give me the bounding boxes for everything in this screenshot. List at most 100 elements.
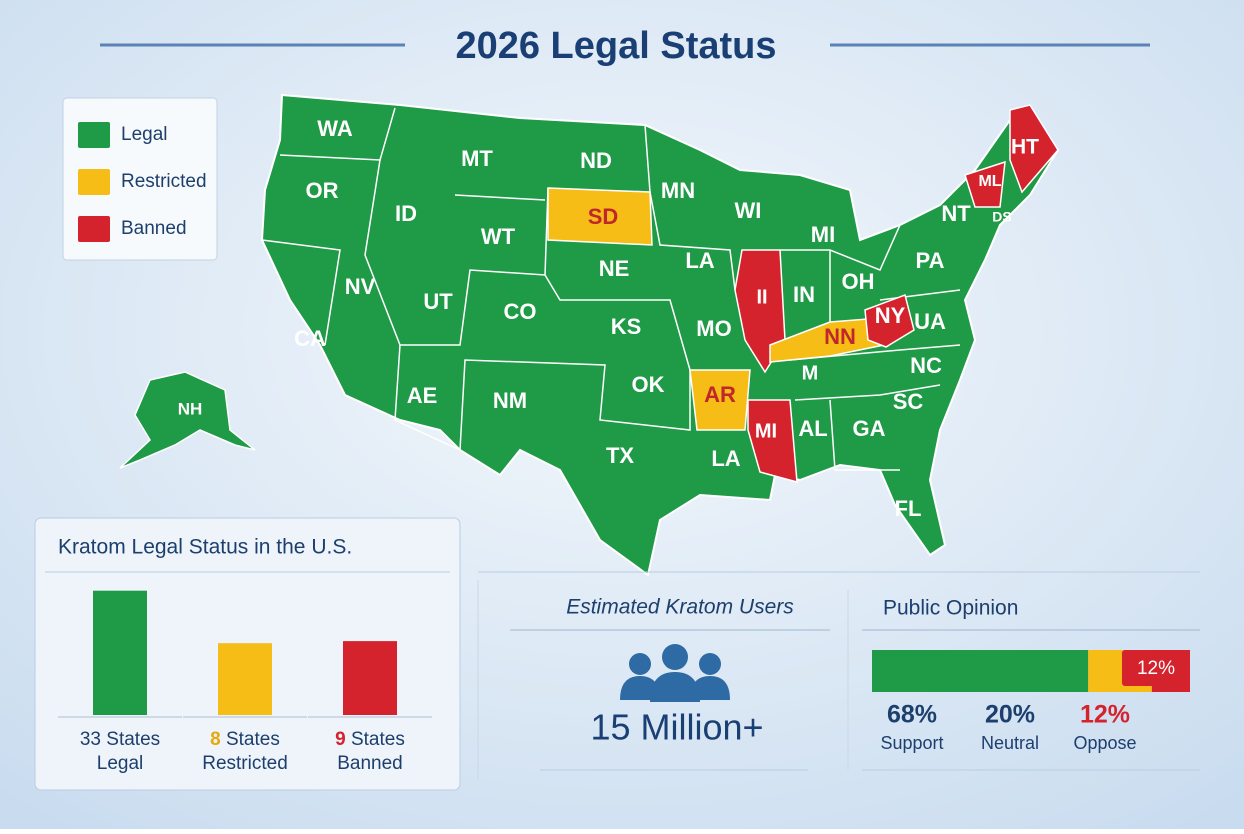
opinion-panel: Public Opinion: [847, 590, 1200, 771]
opinion-badge-label: 12%: [1137, 658, 1175, 679]
state-label: M: [802, 362, 819, 384]
state-label: SC: [893, 389, 924, 414]
icon-head: [629, 653, 651, 675]
state-shape: [864, 294, 915, 348]
state-label: NE: [599, 256, 630, 281]
border: [644, 124, 651, 193]
state-label: MI: [811, 222, 835, 247]
state-label: NC: [910, 353, 942, 378]
opinion-segment: [872, 650, 1089, 692]
opinion-value: 20%: [985, 701, 1035, 729]
state-label: AL: [798, 416, 827, 441]
legend-swatch: [78, 169, 110, 195]
state-label: MT: [461, 146, 493, 171]
us-outline: [260, 93, 1060, 577]
state-shape: [1009, 104, 1059, 194]
state-label: MO: [696, 316, 731, 341]
state-shape: [547, 187, 653, 246]
state-borders: [261, 107, 961, 471]
state-label: FL: [895, 496, 922, 521]
border: [544, 274, 691, 371]
bar-label: Banned: [337, 753, 403, 774]
state-label: DS: [992, 209, 1011, 225]
state-shape: [689, 369, 751, 431]
border: [261, 239, 341, 346]
state-label: CO: [504, 299, 537, 324]
people-icon: [620, 644, 730, 702]
panel-title: Kratom Legal Status in the U.S.: [58, 536, 352, 559]
state-label: MI: [755, 420, 777, 442]
border: [454, 194, 546, 201]
alaska-outline: [119, 371, 256, 469]
icon-head: [662, 644, 688, 670]
bar-count: 8: [210, 729, 221, 750]
panel-title: Estimated Kratom Users: [566, 596, 794, 619]
opinion-name: Support: [880, 733, 943, 753]
border: [780, 224, 901, 271]
bar-unit: States: [226, 729, 280, 750]
title: 2026 Legal Status: [455, 25, 776, 67]
border: [879, 289, 961, 301]
state-label: NN: [824, 324, 856, 349]
state-label: TX: [606, 443, 634, 468]
icon-body: [690, 676, 730, 700]
state-label: NM: [493, 388, 527, 413]
opinion-name: Oppose: [1073, 733, 1136, 753]
legend-label: Restricted: [121, 171, 207, 192]
state-label: AE: [407, 383, 438, 408]
bar-caption: 33 States: [80, 729, 160, 750]
state-label: UT: [423, 289, 453, 314]
status-bar: [218, 643, 272, 715]
border: [394, 344, 691, 452]
state-label: NV: [345, 274, 376, 299]
state-label: LA: [685, 248, 714, 273]
state-label: WT: [481, 224, 516, 249]
state-shape: [964, 160, 1006, 208]
state-shape: [747, 399, 798, 484]
bar-caption: 8 States: [210, 729, 280, 750]
state-label: LA: [711, 446, 740, 471]
state-label: GA: [853, 416, 886, 441]
state-label: HT: [1011, 136, 1039, 159]
users-panel: Estimated Kratom Users 15 Million+: [477, 571, 1200, 780]
status-bar: [343, 641, 397, 715]
state-label: CA: [294, 326, 326, 351]
us-map: WA OR CA NH MT ID NV UT AE WT CO NM ND SD NE KS OK TX MN LA…: [119, 93, 1060, 577]
legend-label: Banned: [121, 218, 187, 239]
bar-count: 33: [80, 729, 101, 750]
opinion-value: 12%: [1080, 701, 1130, 729]
state-label: PA: [916, 248, 945, 273]
users-value: 15 Million+: [590, 707, 763, 748]
legend-label: Legal: [121, 124, 168, 145]
state-label: ML: [978, 173, 1001, 190]
state-shape: [734, 249, 786, 374]
state-label: OR: [306, 178, 339, 203]
bar-label: Restricted: [202, 753, 288, 774]
state-label: NY: [875, 303, 906, 328]
state-label: KS: [611, 314, 642, 339]
state-label: MN: [661, 178, 695, 203]
legend-swatch: [78, 216, 110, 242]
bar-count: 9: [335, 729, 346, 750]
bar-unit: States: [351, 729, 405, 750]
state-label: UA: [914, 309, 946, 334]
state-label: ID: [395, 201, 417, 226]
icon-body: [650, 672, 700, 702]
panel-title: Public Opinion: [883, 597, 1018, 620]
icon-body: [620, 676, 660, 700]
border: [829, 399, 900, 471]
border: [649, 191, 736, 291]
state-label: SD: [588, 204, 619, 229]
state-label: NH: [178, 399, 203, 418]
state-label: WI: [735, 198, 762, 223]
state-label: OK: [632, 372, 665, 397]
state-label: WA: [317, 116, 353, 141]
opinion-value: 68%: [887, 701, 937, 729]
bar-unit: States: [106, 729, 160, 750]
status-bar: [93, 590, 147, 715]
state-label: II: [756, 286, 767, 308]
bar-label: Legal: [97, 753, 144, 774]
state-label: NT: [941, 201, 971, 226]
border: [794, 384, 941, 401]
